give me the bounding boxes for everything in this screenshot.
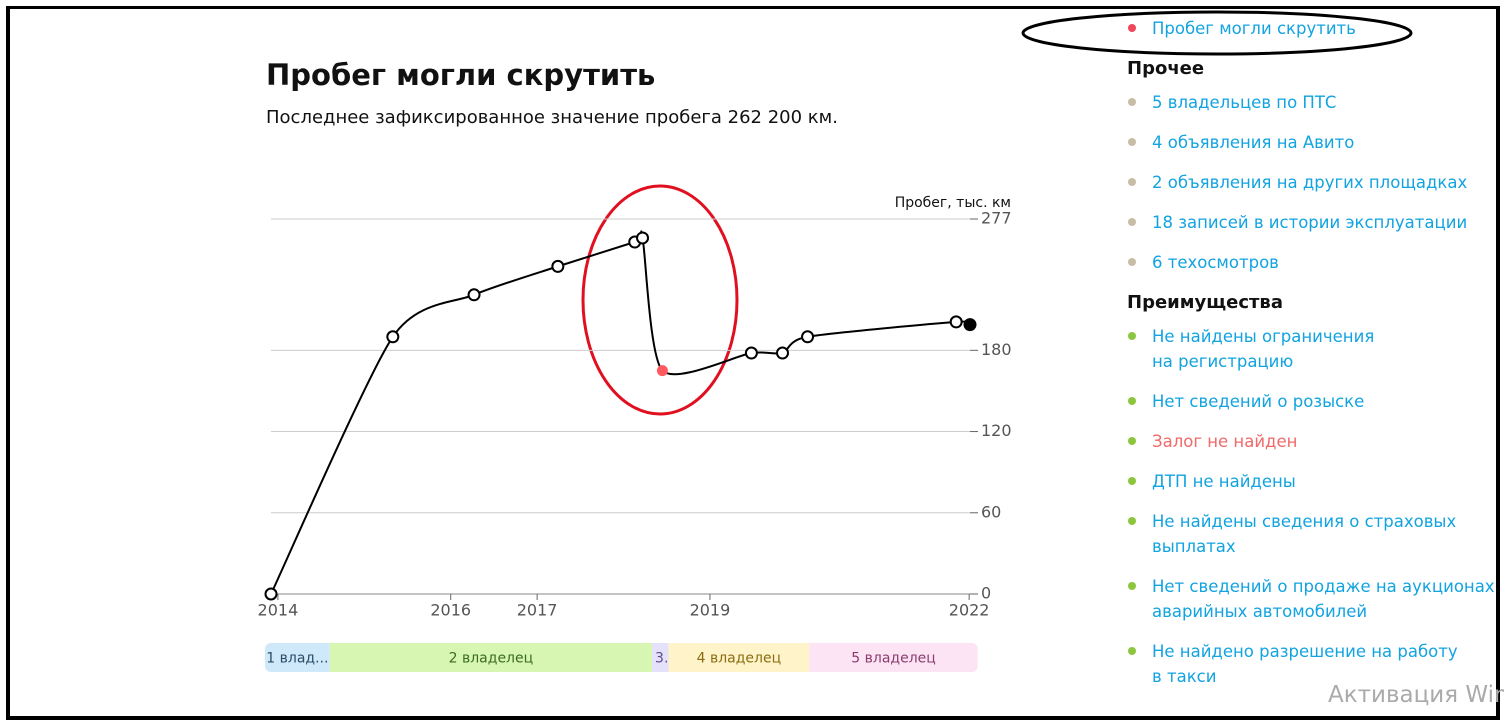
data-point [656,365,668,377]
owner-label: 4 владелец [697,651,782,667]
owner-segment [668,643,810,672]
status-dot [1128,138,1136,146]
screenshot-frame [6,6,1500,720]
section-heading: Преимущества [1127,292,1283,313]
watermark: Активация Windows [1328,682,1504,708]
status-dot [1128,178,1136,186]
owner-label: 2 владелец [449,651,534,667]
data-point [949,315,963,329]
x-tick-label: 2022 [949,601,990,620]
annotation-ellipse [1021,10,1413,56]
data-point [776,346,790,360]
sidebar: Пробег могли скрутить Прочее 5 владельцев … [1127,16,1497,704]
sidebar-link[interactable]: Не найдено разрешение на работу в такси [1152,642,1458,686]
data-point [467,288,481,302]
y-tick-label: 277 [981,209,1012,228]
owner-segment [652,643,669,672]
section-heading: Прочее [1127,58,1205,79]
y-axis-label: Пробег, тыс. км [895,195,1011,211]
data-point [744,346,758,360]
sidebar-item: 5 владельцев по ПТС [1127,90,1497,115]
status-dot [1128,24,1136,32]
owner-segment [809,643,978,672]
data-point [264,587,278,601]
data-point [801,330,815,344]
mileage-line [270,230,972,595]
sidebar-link[interactable]: Не найдены ограничения на регистрацию [1152,327,1375,371]
status-dot [1128,98,1136,106]
page-title: Пробег могли скрутить [266,58,656,92]
status-dot [1128,477,1136,485]
status-dot [1128,582,1136,590]
status-dot [1128,397,1136,405]
sidebar-link[interactable]: Пробег могли скрутить [1152,19,1356,38]
owner-segment [264,643,330,672]
status-dot [1128,218,1136,226]
sidebar-item: Залог не найден [1127,429,1497,454]
owner-segment [329,643,653,672]
sidebar-item: Пробег могли скрутить [1127,16,1497,41]
data-point [636,231,650,245]
sidebar-link[interactable]: Залог не найден [1152,432,1298,451]
sidebar-link[interactable]: 6 техосмотров [1152,253,1279,272]
data-point [386,330,400,344]
sidebar-item: ДТП не найдены [1127,469,1497,494]
status-dot [1128,647,1136,655]
sidebar-item: 6 техосмотров [1127,250,1497,275]
sidebar-link[interactable]: 18 записей в истории эксплуатации [1152,213,1468,232]
x-tick-label: 2017 [517,601,558,620]
sidebar-link[interactable]: ДТП не найдены [1152,472,1296,491]
owner-label: 3. [655,651,668,667]
annotation-ellipse [581,184,739,416]
sidebar-link[interactable]: 2 объявления на других площадках [1152,173,1468,192]
sidebar-item: Нет сведений о розыске [1127,389,1497,414]
sidebar-link[interactable]: 5 владельцев по ПТС [1152,93,1337,112]
owner-label: 1 влад... [266,651,328,667]
sidebar-item: Нет сведений о продаже на аукционах авар… [1127,574,1497,624]
y-tick-label: 120 [981,421,1012,440]
data-point [551,259,565,273]
sidebar-link[interactable]: Нет сведений о розыске [1152,392,1365,411]
status-dot [1128,258,1136,266]
sidebar-item: Не найдено разрешение на работу в такси [1127,639,1497,689]
x-tick-label: 2014 [258,601,299,620]
y-tick-label: 60 [981,502,1001,521]
sidebar-link[interactable]: Не найдены сведения о страховых выплатах [1152,512,1457,556]
y-tick-label: 180 [981,340,1012,359]
sidebar-item: 2 объявления на других площадках [1127,170,1497,195]
sidebar-item: Не найдены ограничения на регистрацию [1127,324,1497,374]
sidebar-item: 4 объявления на Авито [1127,130,1497,155]
status-dot [1128,332,1136,340]
status-dot [1128,517,1136,525]
sidebar-link[interactable]: 4 объявления на Авито [1152,133,1355,152]
status-dot [1128,437,1136,445]
sidebar-link[interactable]: Нет сведений о продаже на аукционах авар… [1152,577,1495,621]
page-subtitle: Последнее зафиксированное значение пробе… [266,107,838,128]
x-tick-label: 2019 [690,601,731,620]
owner-label: 5 владелец [851,651,936,667]
y-tick-label: 0 [981,584,991,603]
sidebar-item: Не найдены сведения о страховых выплатах [1127,509,1497,559]
x-tick-label: 2016 [430,601,471,620]
sidebar-item: 18 записей в истории эксплуатации [1127,210,1497,235]
data-point [963,318,977,332]
